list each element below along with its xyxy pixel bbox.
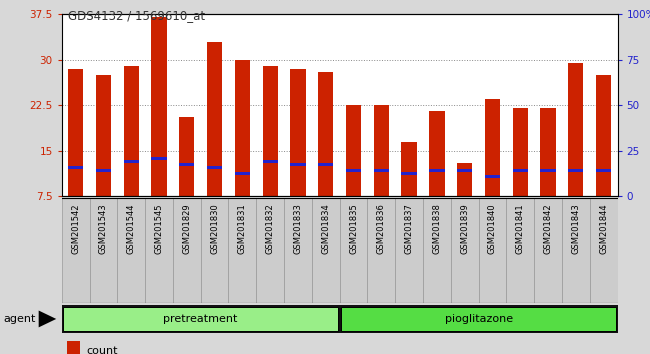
Bar <box>485 175 500 178</box>
Bar <box>341 307 616 331</box>
Text: GSM201840: GSM201840 <box>488 204 497 254</box>
Text: GSM201543: GSM201543 <box>99 204 108 254</box>
Bar <box>374 105 389 196</box>
Bar <box>235 172 250 175</box>
Bar <box>562 198 590 303</box>
Bar <box>346 169 361 172</box>
Bar <box>90 198 117 303</box>
Bar <box>201 198 229 303</box>
Text: GSM201838: GSM201838 <box>432 204 441 254</box>
Bar <box>124 66 139 196</box>
Bar <box>534 198 562 303</box>
Bar <box>423 198 451 303</box>
Bar <box>263 66 278 196</box>
Bar <box>429 112 445 196</box>
Text: GDS4132 / 1569610_at: GDS4132 / 1569610_at <box>68 9 205 22</box>
Bar <box>457 163 473 196</box>
Bar <box>312 198 340 303</box>
Bar <box>263 160 278 163</box>
Bar <box>68 69 83 196</box>
Bar <box>402 142 417 196</box>
Bar <box>117 198 145 303</box>
Text: GSM201843: GSM201843 <box>571 204 580 254</box>
Bar <box>179 118 194 196</box>
Text: GSM201842: GSM201842 <box>543 204 552 254</box>
Text: GSM201830: GSM201830 <box>210 204 219 254</box>
Bar <box>207 166 222 169</box>
Bar <box>339 198 367 303</box>
Bar <box>596 169 611 172</box>
Bar <box>568 63 584 196</box>
Bar <box>395 198 423 303</box>
Bar <box>68 341 79 354</box>
Text: GSM201841: GSM201841 <box>515 204 525 254</box>
Text: GSM201832: GSM201832 <box>266 204 275 254</box>
Bar <box>457 169 473 172</box>
Bar <box>540 169 556 172</box>
Bar <box>485 99 500 196</box>
Bar <box>124 160 139 163</box>
Bar <box>513 108 528 196</box>
Bar <box>96 75 111 196</box>
Bar <box>478 198 506 303</box>
Text: pretreatment: pretreatment <box>164 314 238 324</box>
Bar <box>284 198 312 303</box>
Text: pioglitazone: pioglitazone <box>445 314 513 324</box>
Bar <box>291 163 306 166</box>
Text: GSM201836: GSM201836 <box>377 204 386 254</box>
Text: GSM201837: GSM201837 <box>404 204 413 254</box>
Bar <box>291 69 306 196</box>
Bar <box>367 198 395 303</box>
Text: GSM201542: GSM201542 <box>71 204 80 254</box>
Text: GSM201545: GSM201545 <box>155 204 164 254</box>
Bar <box>173 198 201 303</box>
Bar <box>151 17 166 196</box>
Bar <box>68 166 83 169</box>
Bar <box>96 169 111 172</box>
Bar <box>229 198 256 303</box>
Bar <box>318 163 333 166</box>
Text: GSM201844: GSM201844 <box>599 204 608 254</box>
Bar <box>374 169 389 172</box>
Bar <box>590 198 618 303</box>
Text: GSM201834: GSM201834 <box>321 204 330 254</box>
Text: GSM201839: GSM201839 <box>460 204 469 254</box>
Bar <box>151 157 166 160</box>
Bar <box>513 169 528 172</box>
Bar <box>207 41 222 196</box>
Text: GSM201835: GSM201835 <box>349 204 358 254</box>
Bar <box>402 172 417 175</box>
Bar <box>451 198 478 303</box>
Bar <box>429 169 445 172</box>
Text: GSM201829: GSM201829 <box>182 204 191 254</box>
Text: GSM201544: GSM201544 <box>127 204 136 254</box>
Bar <box>568 169 584 172</box>
Bar <box>318 72 333 196</box>
Bar <box>346 105 361 196</box>
Text: count: count <box>86 346 118 354</box>
Bar <box>540 108 556 196</box>
Bar <box>145 198 173 303</box>
Text: agent: agent <box>3 314 36 324</box>
Bar <box>256 198 284 303</box>
Bar <box>235 60 250 196</box>
Text: GSM201833: GSM201833 <box>293 204 302 254</box>
Polygon shape <box>39 310 56 327</box>
Bar <box>506 198 534 303</box>
Bar <box>63 307 338 331</box>
Bar <box>62 198 90 303</box>
Bar <box>179 163 194 166</box>
Text: GSM201831: GSM201831 <box>238 204 247 254</box>
Bar <box>596 75 611 196</box>
